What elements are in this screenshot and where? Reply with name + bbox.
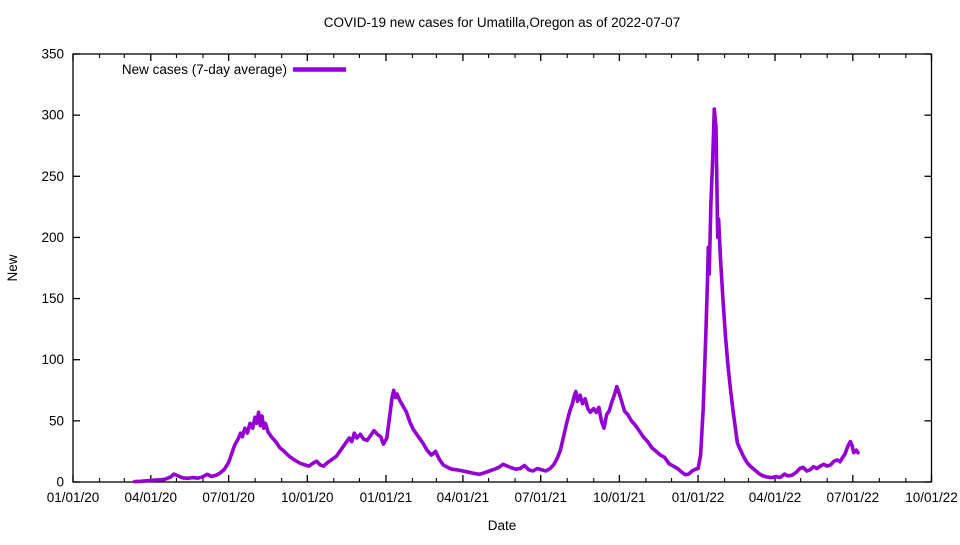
- x-tick-label: 01/01/22: [672, 490, 725, 505]
- x-tick-label: 10/01/20: [281, 490, 334, 505]
- chart-title: COVID-19 new cases for Umatilla,Oregon a…: [324, 15, 680, 30]
- y-tick-label: 0: [56, 475, 64, 490]
- y-tick-label: 300: [41, 108, 64, 123]
- x-tick-label: 10/01/21: [593, 490, 646, 505]
- y-tick-label: 150: [41, 291, 64, 306]
- x-tick-label: 07/01/20: [202, 490, 255, 505]
- plot-border: [72, 53, 933, 483]
- y-tick-label: 50: [49, 413, 64, 428]
- legend: New cases (7-day average): [122, 62, 346, 77]
- data-line: [132, 107, 860, 484]
- y-tick-label: 350: [41, 47, 64, 62]
- x-tick-label: 07/01/22: [827, 490, 880, 505]
- y-tick-label: 100: [41, 352, 64, 367]
- x-axis-label: Date: [488, 518, 517, 533]
- x-tick-label: 10/01/22: [905, 490, 958, 505]
- legend-label: New cases (7-day average): [122, 62, 287, 77]
- x-tick-label: 04/01/20: [125, 490, 178, 505]
- y-axis-label: New: [5, 254, 20, 281]
- plot-area: 0 50 100 150 200 250 300 350 01/01/20 04/01/20 07/…: [41, 47, 957, 506]
- x-tick-label: 01/01/21: [360, 490, 413, 505]
- x-tick-label: 04/01/22: [749, 490, 802, 505]
- y-tick-label: 200: [41, 230, 64, 245]
- x-tick-label: 07/01/21: [514, 490, 567, 505]
- x-tick-label: 01/01/20: [47, 490, 100, 505]
- x-tick-label: 04/01/21: [437, 490, 490, 505]
- y-tick-label: 250: [41, 169, 64, 184]
